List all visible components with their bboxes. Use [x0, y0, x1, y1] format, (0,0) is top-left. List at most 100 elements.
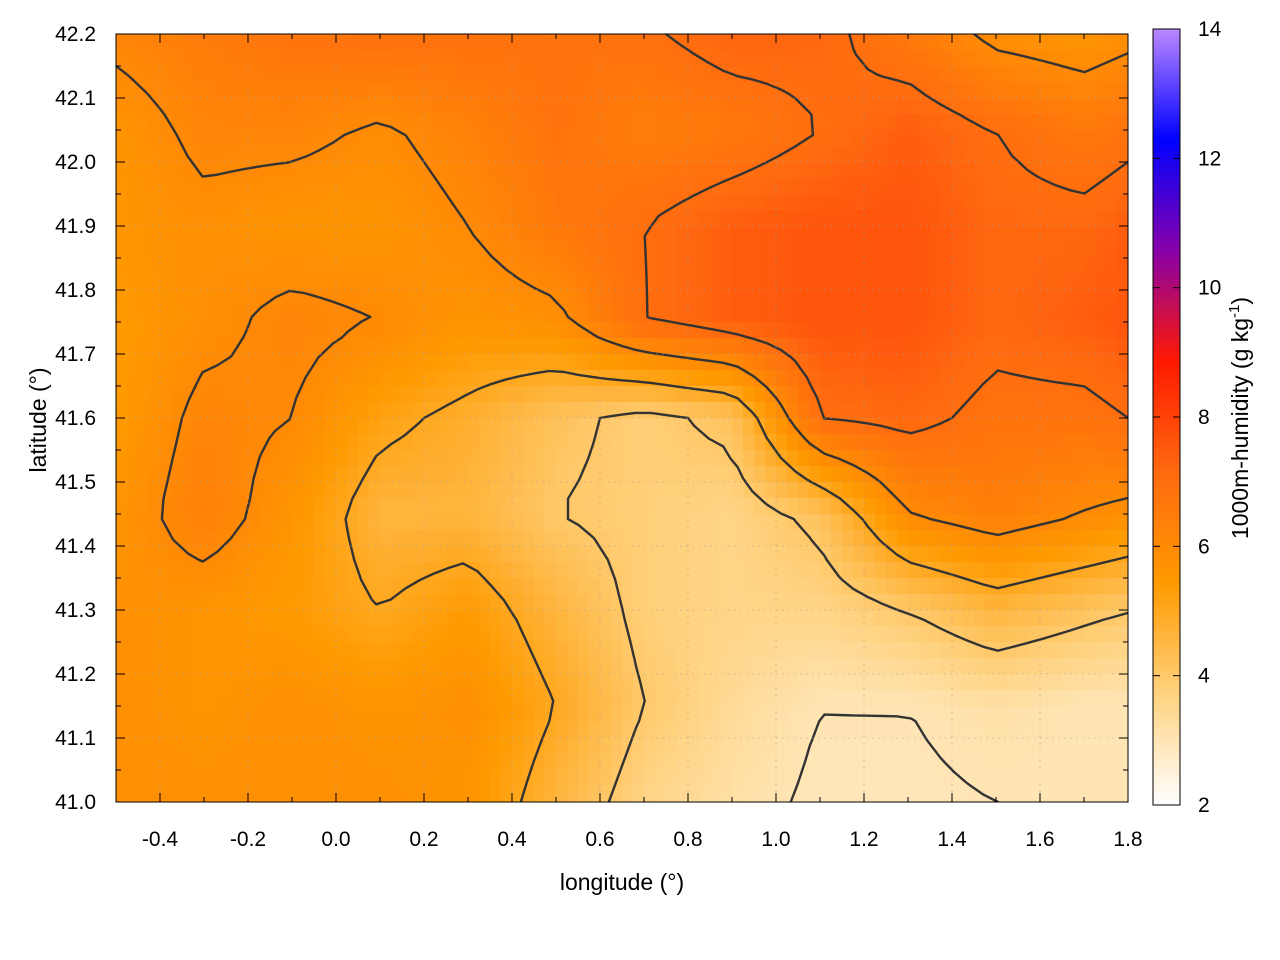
heatmap-cell: [149, 258, 161, 275]
heatmap-cell: [1040, 242, 1052, 259]
heatmap-cell: [380, 434, 392, 451]
heatmap-cell: [996, 66, 1008, 83]
heatmap-cell: [116, 594, 128, 611]
heatmap-cell: [138, 402, 150, 419]
heatmap-cell: [996, 482, 1008, 499]
heatmap-cell: [193, 546, 205, 563]
heatmap-cell: [578, 754, 590, 771]
heatmap-cell: [237, 418, 249, 435]
heatmap-cell: [655, 722, 667, 739]
heatmap-cell: [1106, 514, 1118, 531]
heatmap-cell: [479, 610, 491, 627]
heatmap-cell: [1040, 322, 1052, 339]
heatmap-cell: [468, 514, 480, 531]
heatmap-cell: [875, 658, 887, 675]
heatmap-cell: [1117, 290, 1128, 307]
heatmap-cell: [710, 578, 722, 595]
heatmap-cell: [930, 498, 942, 515]
heatmap-cell: [413, 546, 425, 563]
heatmap-cell: [490, 770, 502, 787]
heatmap-cell: [435, 82, 447, 99]
heatmap-cell: [589, 578, 601, 595]
heatmap-cell: [820, 82, 832, 99]
heatmap-cell: [1106, 706, 1118, 723]
heatmap-cell: [391, 514, 403, 531]
heatmap-cell: [347, 418, 359, 435]
heatmap-cell: [842, 146, 854, 163]
heatmap-cell: [325, 386, 337, 403]
heatmap-cell: [1040, 562, 1052, 579]
heatmap-cell: [336, 290, 348, 307]
heatmap-cell: [424, 418, 436, 435]
heatmap-cell: [930, 530, 942, 547]
heatmap-cell: [248, 210, 260, 227]
heatmap-cell: [567, 226, 579, 243]
heatmap-cell: [501, 34, 513, 51]
heatmap-cell: [424, 562, 436, 579]
heatmap-cell: [765, 98, 777, 115]
heatmap-cell: [600, 402, 612, 419]
heatmap-cell: [600, 130, 612, 147]
heatmap-cell: [578, 66, 590, 83]
heatmap-cell: [138, 610, 150, 627]
heatmap-cell: [853, 98, 865, 115]
heatmap-cell: [1106, 626, 1118, 643]
heatmap-cell: [655, 642, 667, 659]
heatmap-cell: [523, 162, 535, 179]
heatmap-cell: [798, 290, 810, 307]
heatmap-cell: [347, 274, 359, 291]
heatmap-cell: [666, 146, 678, 163]
heatmap-cell: [160, 274, 172, 291]
heatmap-cell: [721, 370, 733, 387]
heatmap-cell: [226, 210, 238, 227]
heatmap-cell: [435, 546, 447, 563]
heatmap-cell: [545, 370, 557, 387]
heatmap-cell: [787, 498, 799, 515]
heatmap-cell: [754, 770, 766, 787]
heatmap-cell: [116, 754, 128, 771]
heatmap-cell: [941, 258, 953, 275]
heatmap-cell: [611, 658, 623, 675]
heatmap-cell: [820, 626, 832, 643]
heatmap-cell: [435, 610, 447, 627]
heatmap-cell: [1029, 322, 1041, 339]
heatmap-cell: [721, 690, 733, 707]
heatmap-cell: [1095, 370, 1107, 387]
heatmap-cell: [600, 690, 612, 707]
heatmap-cell: [160, 34, 172, 51]
heatmap-cell: [127, 690, 139, 707]
heatmap-cell: [611, 114, 623, 131]
heatmap-cell: [996, 290, 1008, 307]
heatmap-cell: [721, 290, 733, 307]
heatmap-cell: [963, 82, 975, 99]
heatmap-cell: [1040, 450, 1052, 467]
heatmap-cell: [1117, 50, 1128, 67]
heatmap-cell: [776, 258, 788, 275]
heatmap-cell: [512, 178, 524, 195]
heatmap-cell: [699, 466, 711, 483]
heatmap-cell: [336, 738, 348, 755]
heatmap-cell: [974, 274, 986, 291]
heatmap-cell: [1095, 578, 1107, 595]
heatmap-cell: [1095, 786, 1107, 802]
heatmap-cell: [1062, 98, 1074, 115]
heatmap-cell: [435, 370, 447, 387]
heatmap-cell: [314, 194, 326, 211]
heatmap-cell: [941, 98, 953, 115]
heatmap-cell: [941, 754, 953, 771]
heatmap-cell: [963, 434, 975, 451]
heatmap-cell: [402, 210, 414, 227]
heatmap-cell: [919, 434, 931, 451]
heatmap-cell: [413, 610, 425, 627]
heatmap-cell: [512, 194, 524, 211]
heatmap-cell: [567, 130, 579, 147]
heatmap-cell: [347, 194, 359, 211]
heatmap-cell: [644, 530, 656, 547]
heatmap-cell: [1040, 386, 1052, 403]
heatmap-cell: [699, 354, 711, 371]
heatmap-cell: [479, 594, 491, 611]
heatmap-cell: [204, 690, 216, 707]
heatmap-cell: [479, 530, 491, 547]
heatmap-cell: [776, 626, 788, 643]
heatmap-cell: [633, 130, 645, 147]
